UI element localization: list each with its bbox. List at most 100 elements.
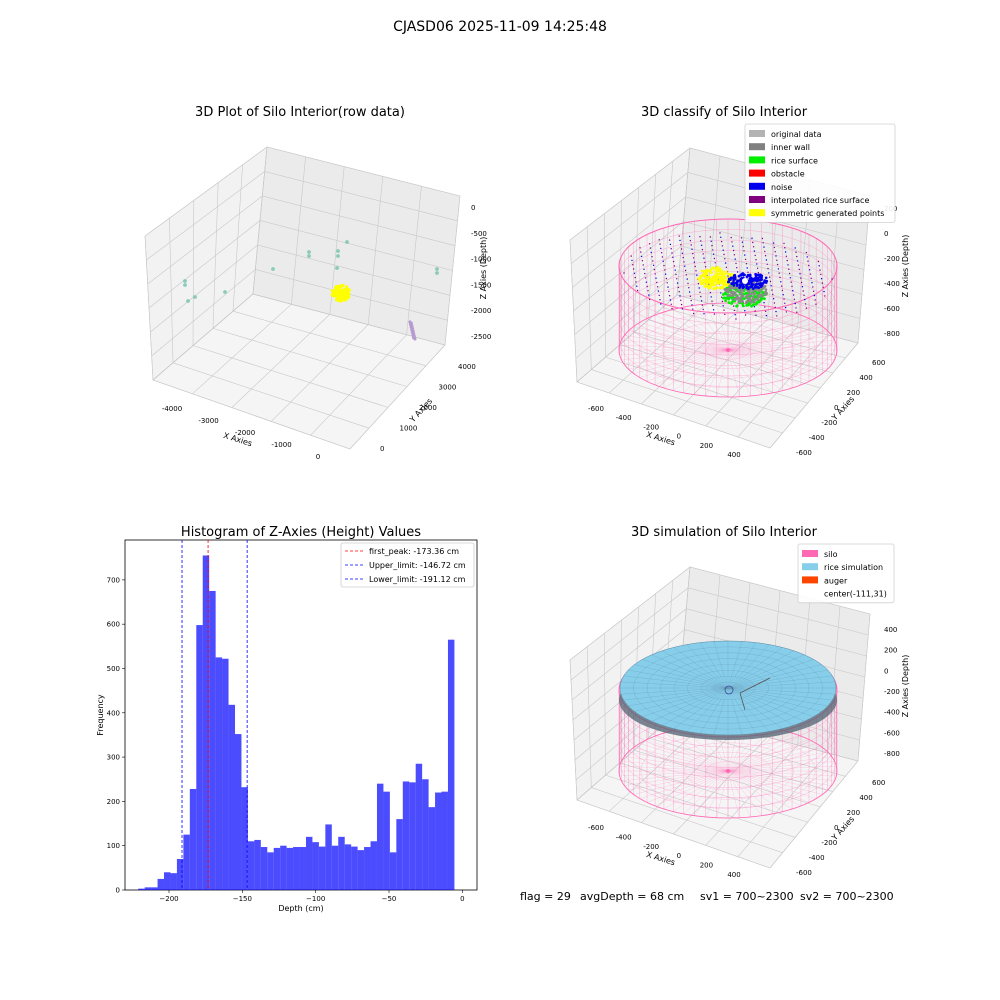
surface-point: [720, 240, 723, 243]
histogram-bar: [338, 836, 345, 890]
surface-point: [647, 290, 649, 292]
symmetric-point: [725, 284, 729, 287]
mesh-spoke: [727, 650, 794, 689]
legend-box: [744, 123, 896, 223]
symmetric-point: [709, 269, 713, 273]
x-axis-label: X Axies: [645, 430, 676, 447]
silo-floor-line: [716, 349, 729, 397]
rice-point: [763, 297, 766, 301]
silo-floor-line: [727, 735, 802, 772]
symmetric-point: [721, 278, 725, 281]
legend-label: rice simulation: [824, 563, 883, 572]
wall-point: [726, 290, 730, 293]
silo-ring: [618, 239, 838, 335]
surface-point: [819, 269, 821, 271]
tick-label: 400: [859, 374, 872, 382]
histogram-bar: [176, 858, 184, 890]
noise-point: [764, 276, 768, 280]
surface-point: [776, 315, 778, 317]
symmetric-point: [707, 269, 710, 273]
symmetric-point: [723, 276, 727, 280]
surface-point: [681, 252, 684, 254]
tick-label: 400: [884, 626, 897, 634]
legend-label: symmetric generated points: [771, 209, 884, 218]
tick-label: -500: [471, 230, 487, 238]
raw-point: [271, 267, 275, 271]
wall-point: [764, 288, 768, 292]
surface-point: [702, 253, 704, 255]
grid-line: [212, 328, 408, 387]
surface-point: [633, 272, 636, 274]
histogram-bar: [402, 781, 410, 890]
grid-line: [576, 294, 859, 383]
surface-point: [776, 259, 778, 261]
surface-point: [688, 287, 690, 289]
mesh-spoke: [634, 687, 729, 712]
grid-line: [152, 293, 446, 381]
surface-point: [773, 302, 776, 304]
grid-line: [150, 244, 451, 333]
auger-line: [739, 677, 771, 694]
histogram-bar: [389, 852, 397, 890]
silo-floor-line: [727, 739, 810, 772]
surface-point: [709, 236, 712, 238]
surface-point: [796, 255, 798, 258]
surface-point: [823, 290, 825, 293]
surface-point: [662, 260, 664, 262]
silo-rim: [618, 218, 838, 314]
tick-label: -400: [809, 434, 825, 442]
surface-point: [639, 247, 641, 249]
rice-point: [727, 301, 731, 305]
surface-point: [683, 261, 685, 263]
surface-point: [735, 318, 737, 320]
silo-floor-line: [727, 770, 828, 791]
silo-ring: [618, 260, 838, 356]
surface-point: [802, 290, 804, 292]
grid-line: [603, 633, 606, 776]
histogram-bar: [209, 590, 216, 890]
surface-point: [753, 306, 756, 308]
mesh-spoke: [686, 687, 729, 732]
silo-floor-line: [621, 770, 729, 781]
x-tick-labels: -4000 -3000 -2000 -1000 0: [162, 405, 320, 461]
symmetric-point: [715, 269, 719, 273]
noise-point: [757, 276, 760, 280]
surface-point: [704, 261, 706, 264]
silo-floor-ring: [706, 761, 750, 781]
silo-floor-line: [727, 326, 823, 351]
surface-point: [768, 276, 771, 278]
mesh-spoke: [673, 687, 729, 729]
surface-point: [753, 250, 756, 252]
silo-floor-line: [628, 770, 729, 791]
noise-point: [752, 287, 755, 290]
panel-classify: 3D classify of Silo Interior -600 -400 -20…: [569, 105, 910, 459]
silo-floor-line: [727, 335, 832, 351]
wall-point: [741, 289, 745, 292]
tick-label: 600: [872, 779, 885, 787]
mesh-spoke: [727, 659, 814, 689]
surface-point: [667, 286, 669, 288]
surface-point: [703, 257, 705, 259]
surface-point: [765, 259, 768, 261]
raw-point: [183, 283, 187, 287]
grid-line: [231, 314, 331, 408]
tick-label: -3000: [198, 417, 218, 425]
y-tick-label: 100: [107, 842, 120, 850]
grid-line: [574, 245, 863, 335]
center-marker: [742, 278, 748, 284]
rice-point: [750, 304, 753, 308]
tick-label: -200: [643, 843, 659, 851]
silo-floor-line: [727, 770, 817, 799]
mesh-spoke: [699, 642, 729, 689]
histogram-bar: [376, 783, 384, 890]
raw-point: [183, 279, 187, 283]
raw-point: [333, 291, 337, 295]
surface-point: [688, 235, 691, 238]
surface-point: [680, 248, 683, 250]
surface-point: [805, 251, 808, 254]
noise-point: [735, 282, 739, 285]
y-tick-label: 200: [107, 798, 120, 806]
silo-floor-line: [727, 303, 740, 351]
surface-point: [755, 314, 757, 316]
histogram-bar: [293, 847, 300, 890]
